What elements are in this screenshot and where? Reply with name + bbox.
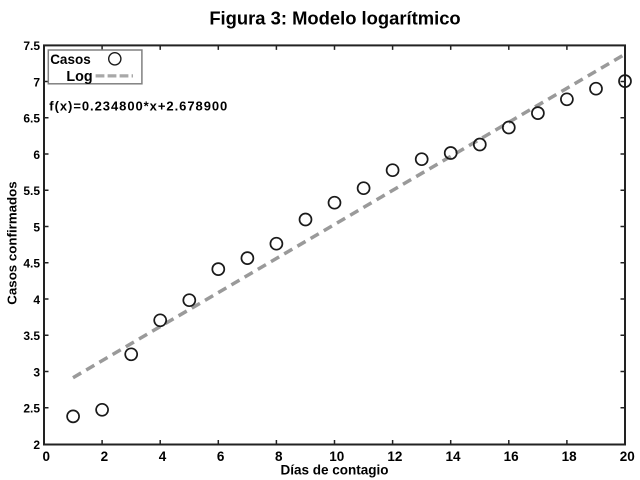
svg-text:Días de contagio: Días de contagio	[280, 463, 388, 478]
svg-text:7.5: 7.5	[23, 39, 40, 53]
svg-text:7: 7	[33, 76, 40, 90]
svg-text:0: 0	[43, 449, 51, 464]
svg-text:5.5: 5.5	[23, 184, 40, 198]
svg-text:Casos confirmados: Casos confirmados	[5, 181, 20, 304]
svg-text:Casos: Casos	[50, 52, 91, 67]
svg-text:2: 2	[33, 438, 40, 452]
svg-text:Figura 3: Modelo logarítmico: Figura 3: Modelo logarítmico	[209, 7, 460, 28]
svg-text:3.5: 3.5	[23, 329, 40, 343]
svg-text:Log: Log	[66, 69, 92, 85]
svg-text:2.5: 2.5	[23, 402, 40, 416]
svg-text:8: 8	[275, 449, 283, 464]
svg-text:6.5: 6.5	[23, 112, 40, 126]
svg-text:4: 4	[33, 293, 40, 307]
svg-text:f(x)=0.234800*x+2.678900: f(x)=0.234800*x+2.678900	[49, 98, 228, 113]
svg-text:14: 14	[445, 449, 461, 464]
svg-text:4: 4	[159, 449, 167, 464]
svg-text:2: 2	[101, 449, 109, 464]
svg-text:16: 16	[504, 449, 520, 464]
svg-text:20: 20	[620, 449, 635, 464]
svg-text:6: 6	[33, 148, 40, 162]
svg-text:12: 12	[387, 449, 402, 464]
svg-text:4.5: 4.5	[23, 257, 40, 271]
svg-text:5: 5	[33, 221, 40, 235]
svg-text:6: 6	[217, 449, 225, 464]
svg-text:18: 18	[562, 449, 578, 464]
svg-text:3: 3	[33, 366, 40, 380]
svg-text:10: 10	[329, 449, 344, 464]
